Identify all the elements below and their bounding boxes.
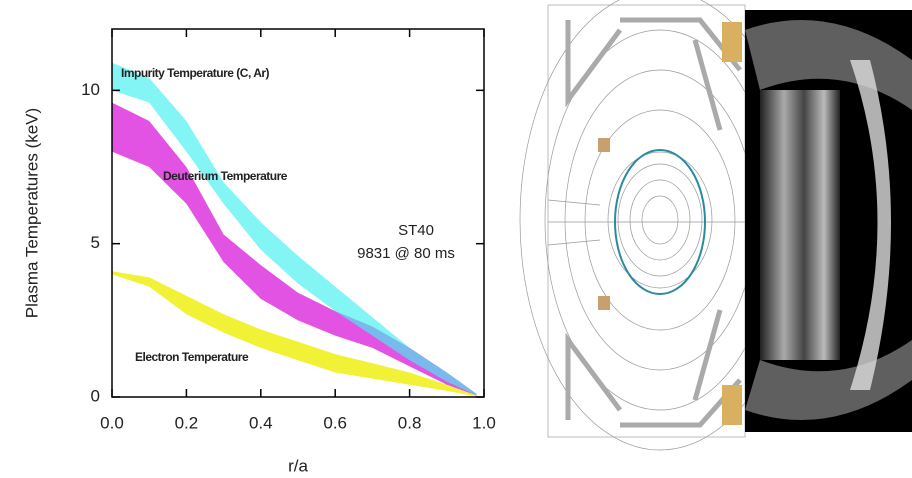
temperature-band	[112, 102, 477, 396]
temperature-band	[112, 62, 477, 396]
annotation: ST40	[398, 222, 434, 239]
y-tick-label: 5	[91, 233, 100, 252]
x-tick-label: 0.0	[100, 413, 124, 432]
x-tick-label: 1.0	[472, 413, 496, 432]
band-label: Electron Temperature	[135, 350, 249, 364]
x-tick-label: 0.6	[323, 413, 347, 432]
band-label: Impurity Temperature (C, Ar)	[121, 66, 270, 80]
y-axis-label: Plasma Temperatures (keV)	[22, 108, 41, 318]
y-tick-label: 10	[81, 80, 100, 99]
x-axis-label: r/a	[288, 456, 308, 475]
x-tick-label: 0.2	[175, 413, 199, 432]
x-tick-label: 0.8	[398, 413, 422, 432]
y-tick-label: 0	[91, 386, 100, 405]
band-label: Deuterium Temperature	[163, 169, 288, 183]
camera-image	[745, 10, 912, 432]
equilibrium-diagram	[519, 0, 801, 451]
annotation: 9831 @ 80 ms	[357, 245, 455, 262]
x-tick-label: 0.4	[249, 413, 273, 432]
plot-frame	[111, 28, 485, 398]
temperature-band	[112, 271, 477, 397]
